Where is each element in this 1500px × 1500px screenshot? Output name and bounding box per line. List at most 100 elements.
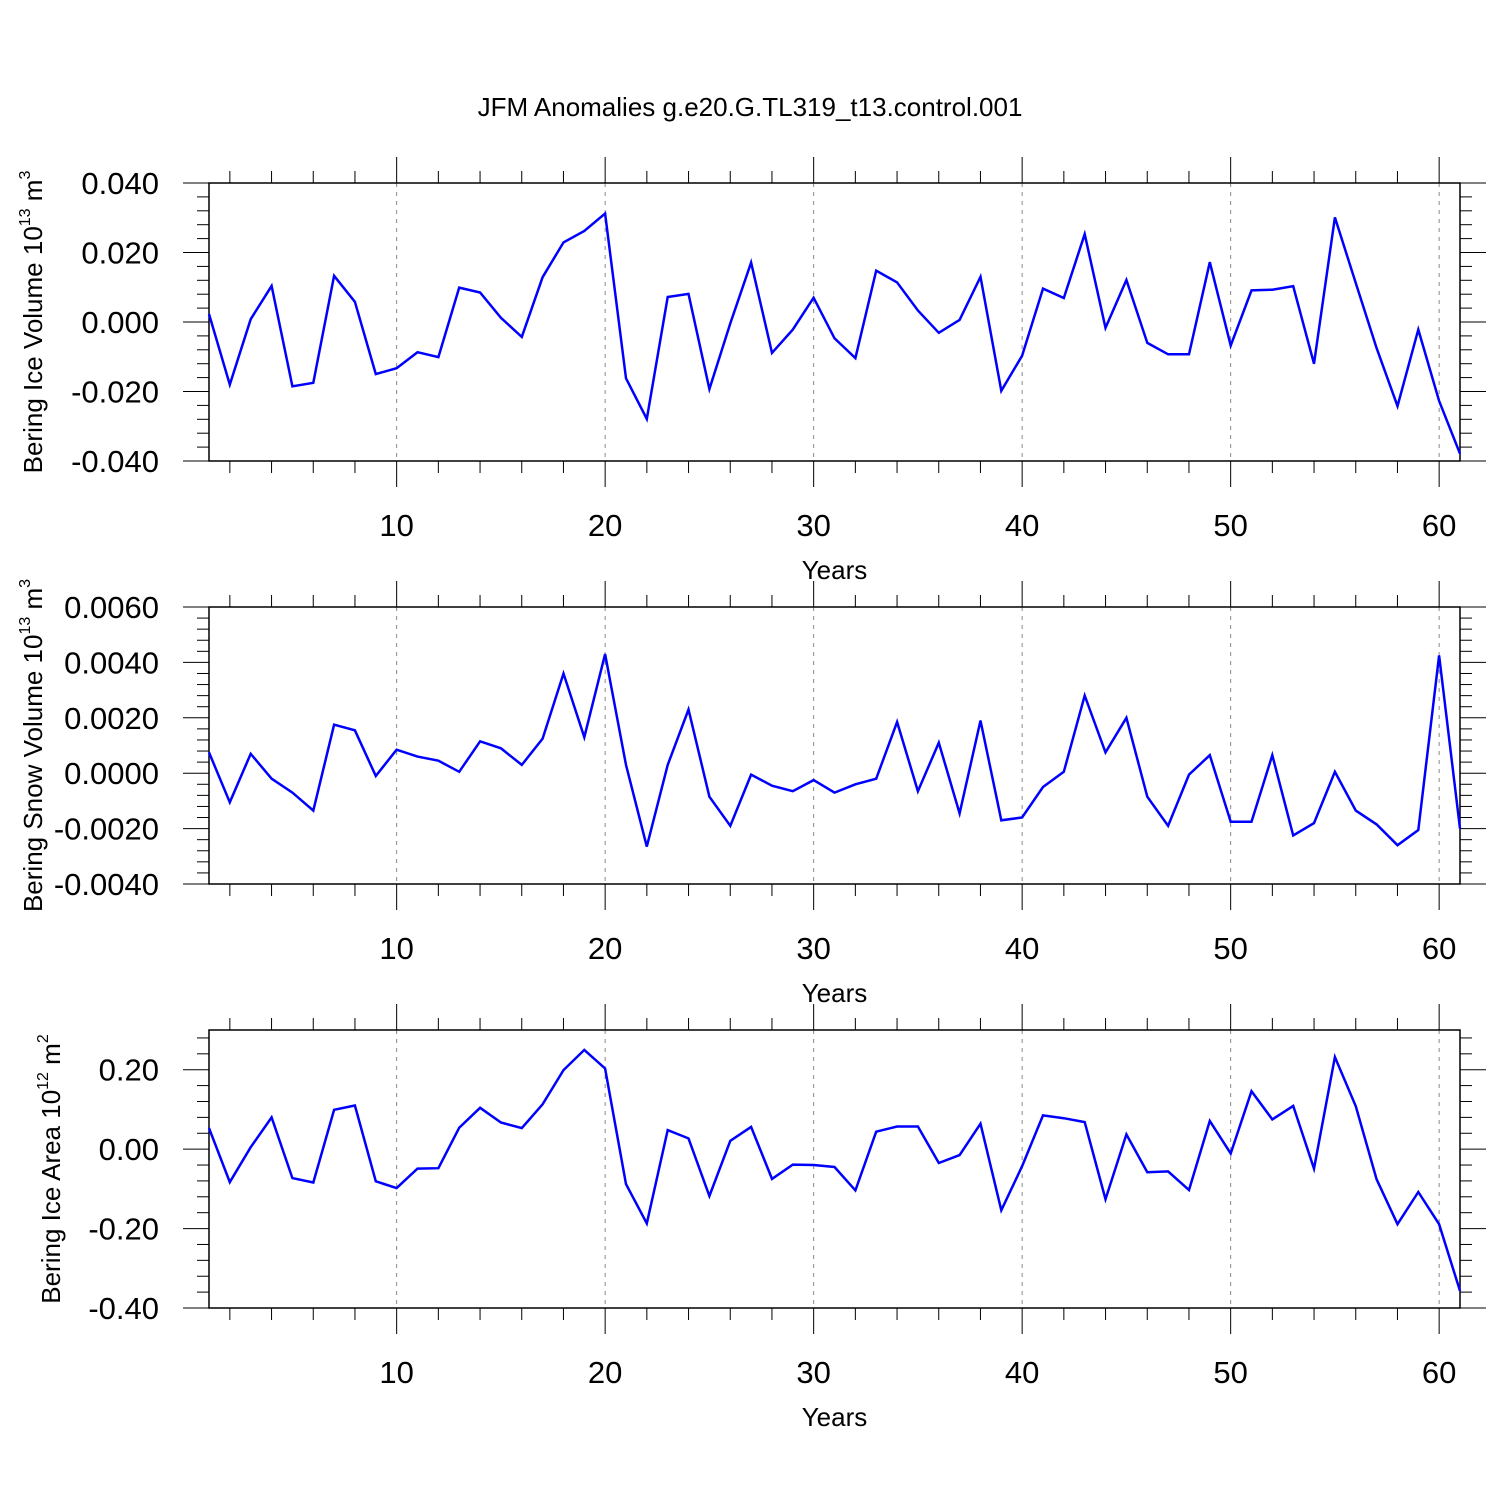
data-point: [291, 792, 293, 794]
data-point: [667, 1129, 669, 1131]
data-point: [1042, 288, 1044, 290]
data-point: [1167, 353, 1169, 355]
data-point: [604, 653, 606, 655]
data-point: [271, 778, 273, 780]
data-point: [1313, 1168, 1315, 1170]
data-point: [1105, 751, 1107, 753]
data-point: [1438, 1223, 1440, 1225]
data-point: [1292, 285, 1294, 287]
data-point: [1355, 1105, 1357, 1107]
data-point: [1084, 695, 1086, 697]
data-point: [542, 276, 544, 278]
data-point: [625, 764, 627, 766]
data-point: [688, 708, 690, 710]
y-tick-label: 0.040: [81, 166, 159, 201]
data-point: [1417, 829, 1419, 831]
data-point: [959, 319, 961, 321]
data-point: [1376, 347, 1378, 349]
data-point: [834, 1166, 835, 1168]
data-point: [979, 276, 981, 278]
data-point: [813, 297, 815, 299]
y-tick-label: -0.0020: [54, 812, 159, 847]
data-point: [437, 1167, 439, 1169]
data-point: [1376, 823, 1378, 825]
data-point: [750, 774, 752, 776]
data-point: [875, 1131, 877, 1133]
data-point: [979, 1123, 981, 1125]
data-point: [854, 1189, 856, 1191]
data-point: [1125, 717, 1127, 719]
data-point: [500, 317, 502, 319]
data-point: [458, 287, 460, 289]
data-point: [458, 1127, 460, 1129]
data-point: [667, 296, 669, 298]
data-point: [208, 751, 210, 753]
data-point: [1271, 1118, 1273, 1120]
data-point: [792, 1164, 794, 1166]
y-tick-label: -0.020: [71, 375, 159, 410]
data-point: [1021, 1165, 1023, 1167]
data-point: [500, 747, 502, 749]
data-point: [1000, 390, 1002, 392]
data-point: [333, 275, 335, 277]
data-point: [1146, 342, 1148, 344]
data-point: [729, 825, 731, 827]
y-tick-label: -0.040: [71, 444, 159, 479]
data-point: [896, 1126, 898, 1128]
data-point: [1417, 1191, 1419, 1193]
y-tick-label: 0.00: [99, 1132, 159, 1167]
y-tick-label: 0.20: [99, 1053, 159, 1088]
data-point: [1230, 345, 1232, 347]
plot-frame: [208, 1029, 1461, 1309]
data-point: [417, 756, 418, 758]
data-point: [562, 672, 564, 674]
data-point: [1000, 1209, 1002, 1211]
data-point: [688, 1137, 690, 1139]
data-point: [437, 760, 439, 762]
data-point: [917, 310, 919, 312]
data-point: [688, 293, 690, 295]
data-point: [708, 388, 710, 390]
data-point: [1084, 1121, 1086, 1123]
data-point: [250, 318, 252, 320]
data-point: [1334, 771, 1336, 773]
data-point: [771, 1178, 773, 1180]
data-point: [938, 332, 940, 334]
data-point: [875, 270, 877, 272]
data-point: [1084, 233, 1086, 235]
data-point: [1105, 327, 1107, 329]
data-point: [1188, 1189, 1190, 1191]
data-point: [583, 736, 585, 738]
y-tick-label: 0.020: [81, 236, 159, 271]
data-point: [229, 801, 231, 803]
data-point: [542, 738, 544, 740]
data-point: [1438, 654, 1440, 656]
data-point: [208, 1127, 210, 1129]
data-point: [229, 384, 231, 386]
data-point: [562, 1069, 564, 1071]
x-axis-label: Years: [802, 978, 868, 1008]
x-tick-label: 30: [796, 508, 830, 543]
data-point: [1313, 363, 1315, 365]
y-tick-label: 0.0060: [64, 590, 159, 625]
data-point: [417, 1168, 418, 1170]
data-point: [1459, 828, 1461, 830]
x-tick-label: 40: [1005, 931, 1039, 966]
data-point: [1146, 796, 1148, 798]
data-point: [1396, 405, 1398, 407]
data-point: [1209, 1120, 1211, 1122]
data-point: [1251, 821, 1252, 823]
y-tick-label: -0.20: [88, 1212, 159, 1247]
data-point: [729, 322, 731, 324]
data-point: [354, 729, 356, 731]
data-point: [1167, 1170, 1169, 1172]
data-point: [1188, 353, 1190, 355]
x-tick-label: 20: [588, 931, 622, 966]
data-point: [1063, 771, 1065, 773]
data-point: [813, 1164, 815, 1166]
data-point: [1271, 289, 1273, 291]
data-point: [813, 779, 815, 781]
x-tick-label: 50: [1213, 1355, 1247, 1390]
data-point: [500, 1122, 502, 1124]
